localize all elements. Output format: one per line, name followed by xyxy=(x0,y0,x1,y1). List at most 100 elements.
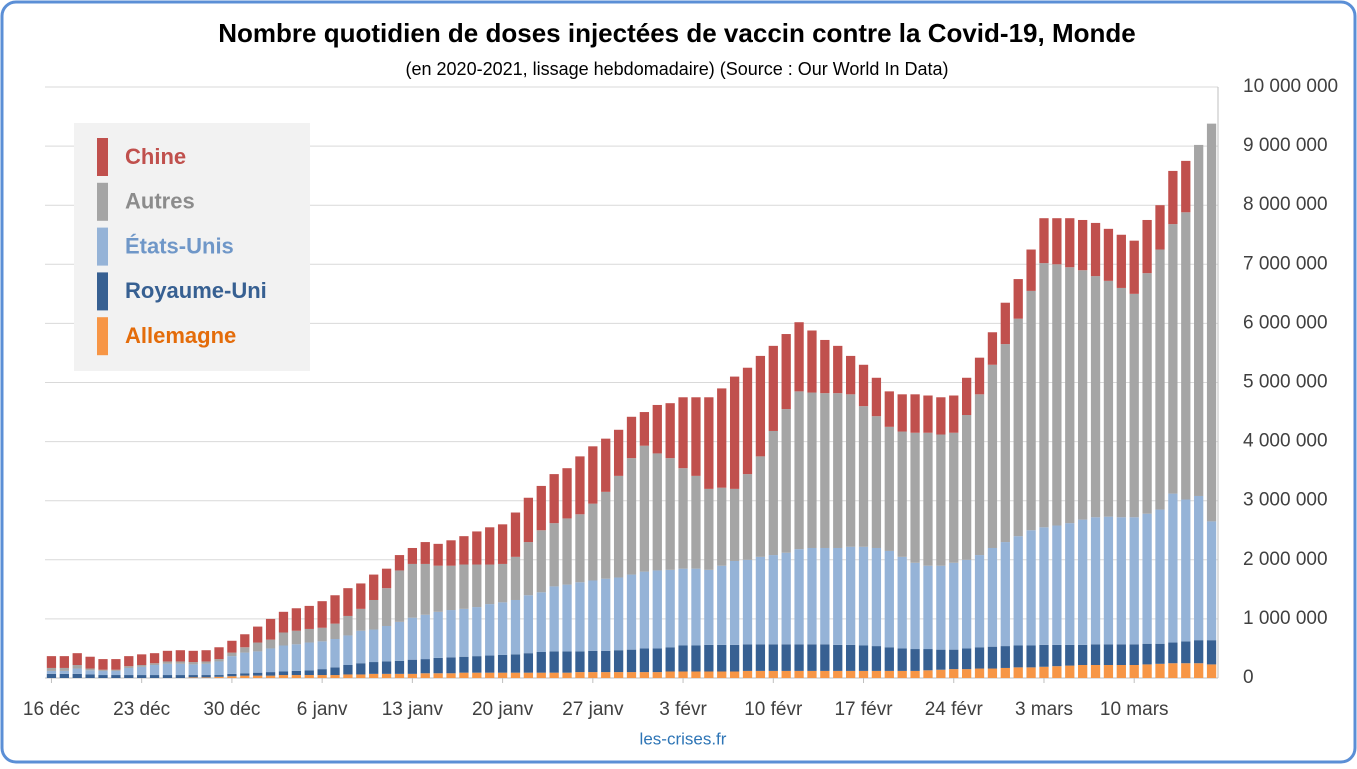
x-tick-label: 10 févr xyxy=(744,699,803,720)
bar-segment xyxy=(717,565,727,645)
bar-segment xyxy=(717,671,727,678)
y-tick-label: 7 000 000 xyxy=(1243,253,1328,274)
bar-segment xyxy=(1065,665,1075,678)
bar-segment xyxy=(858,406,869,547)
bar-segment xyxy=(1065,218,1075,268)
bar-segment xyxy=(1194,144,1204,496)
bar-segment xyxy=(820,547,830,645)
bar-segment xyxy=(575,582,585,652)
bar-segment xyxy=(369,673,379,678)
bar-segment xyxy=(137,654,147,665)
bar-segment xyxy=(175,663,185,676)
bar-segment xyxy=(265,639,276,649)
bar-segment xyxy=(1013,667,1023,678)
bar-segment xyxy=(201,663,211,676)
bar-segment xyxy=(1026,667,1036,678)
bar-segment xyxy=(343,635,353,665)
bar-segment xyxy=(240,647,250,653)
bar-segment xyxy=(884,550,894,648)
bar-segment xyxy=(1181,499,1191,642)
bar-segment xyxy=(369,662,379,674)
bar-segment xyxy=(575,514,585,583)
bar-segment xyxy=(381,625,392,662)
bar-segment xyxy=(549,523,559,587)
bar-segment xyxy=(1194,640,1204,664)
bar-segment xyxy=(562,518,572,585)
bar-segment xyxy=(485,527,495,565)
bar-segment xyxy=(72,668,82,674)
bar-segment xyxy=(1000,302,1010,345)
x-tick-label: 20 janv xyxy=(472,699,534,720)
bar-segment xyxy=(1026,290,1036,531)
bar-segment xyxy=(936,565,946,650)
bar-segment xyxy=(781,334,791,410)
bar-segment xyxy=(149,664,160,676)
bar-segment xyxy=(446,540,456,566)
bar-segment xyxy=(665,403,675,459)
bar-segment xyxy=(704,488,714,570)
bar-segment xyxy=(1206,640,1217,665)
bar-segment xyxy=(149,675,160,678)
bar-segment xyxy=(923,395,933,433)
bar-segment xyxy=(897,431,907,557)
bar-segment xyxy=(162,650,173,662)
bar-segment xyxy=(472,564,482,608)
bar-segment xyxy=(201,675,211,678)
bar-segment xyxy=(1039,666,1049,678)
bar-segment xyxy=(781,552,791,645)
chart-subtitle: (en 2020-2021, lissage hebdomadaire) (So… xyxy=(406,59,949,79)
x-tick-label: 16 déc xyxy=(23,699,80,720)
bar-segment xyxy=(1194,663,1204,678)
bar-segment xyxy=(1013,279,1023,319)
bar-segment xyxy=(304,642,314,671)
bar-segment xyxy=(1078,519,1088,645)
x-tick-label: 27 janv xyxy=(562,699,624,720)
bar-segment xyxy=(974,555,985,648)
bar-segment xyxy=(124,667,134,676)
bar-segment xyxy=(665,569,675,648)
bar-segment xyxy=(575,672,585,678)
bar-segment xyxy=(626,672,637,678)
bar-segment xyxy=(794,391,804,550)
y-tick-label: 2 000 000 xyxy=(1243,549,1328,570)
source: les-crises.fr xyxy=(640,729,727,748)
bar-segment xyxy=(691,568,701,646)
bar-segment xyxy=(433,673,443,678)
bar-segment xyxy=(897,394,907,432)
bar-segment xyxy=(59,673,69,678)
bar-segment xyxy=(974,668,985,678)
bar-segment xyxy=(755,670,766,678)
bar-segment xyxy=(962,415,972,560)
bar-segment xyxy=(833,644,843,671)
y-tick-label: 9 000 000 xyxy=(1243,135,1328,156)
bar-segment xyxy=(794,549,804,645)
bar-segment xyxy=(485,672,495,678)
bar-segment xyxy=(794,670,804,678)
bar-segment xyxy=(549,586,559,652)
bar-segment xyxy=(46,673,57,678)
bar-segment xyxy=(1206,664,1217,678)
bar-segment xyxy=(1103,664,1114,678)
bar-segment xyxy=(987,668,998,678)
bar-segment xyxy=(1129,240,1139,294)
bar-segment xyxy=(227,673,237,677)
bar-segment xyxy=(1103,516,1114,645)
bar-segment xyxy=(691,645,701,672)
bar-segment xyxy=(923,649,933,671)
bar-segment xyxy=(497,654,508,673)
x-tick-label: 23 déc xyxy=(113,699,170,720)
bar-segment xyxy=(407,659,418,674)
bar-segment xyxy=(188,662,198,665)
y-tick-label: 6 000 000 xyxy=(1243,312,1328,333)
legend-swatch xyxy=(97,182,108,221)
bar-segment xyxy=(974,394,985,556)
bar-segment xyxy=(59,670,69,674)
bar-segment xyxy=(278,632,289,646)
bar-segment xyxy=(858,670,869,678)
bar-segment xyxy=(768,430,778,556)
bar-segment xyxy=(265,648,276,673)
bar-segment xyxy=(704,397,714,489)
bar-segment xyxy=(265,675,276,678)
bar-segment xyxy=(884,647,894,671)
